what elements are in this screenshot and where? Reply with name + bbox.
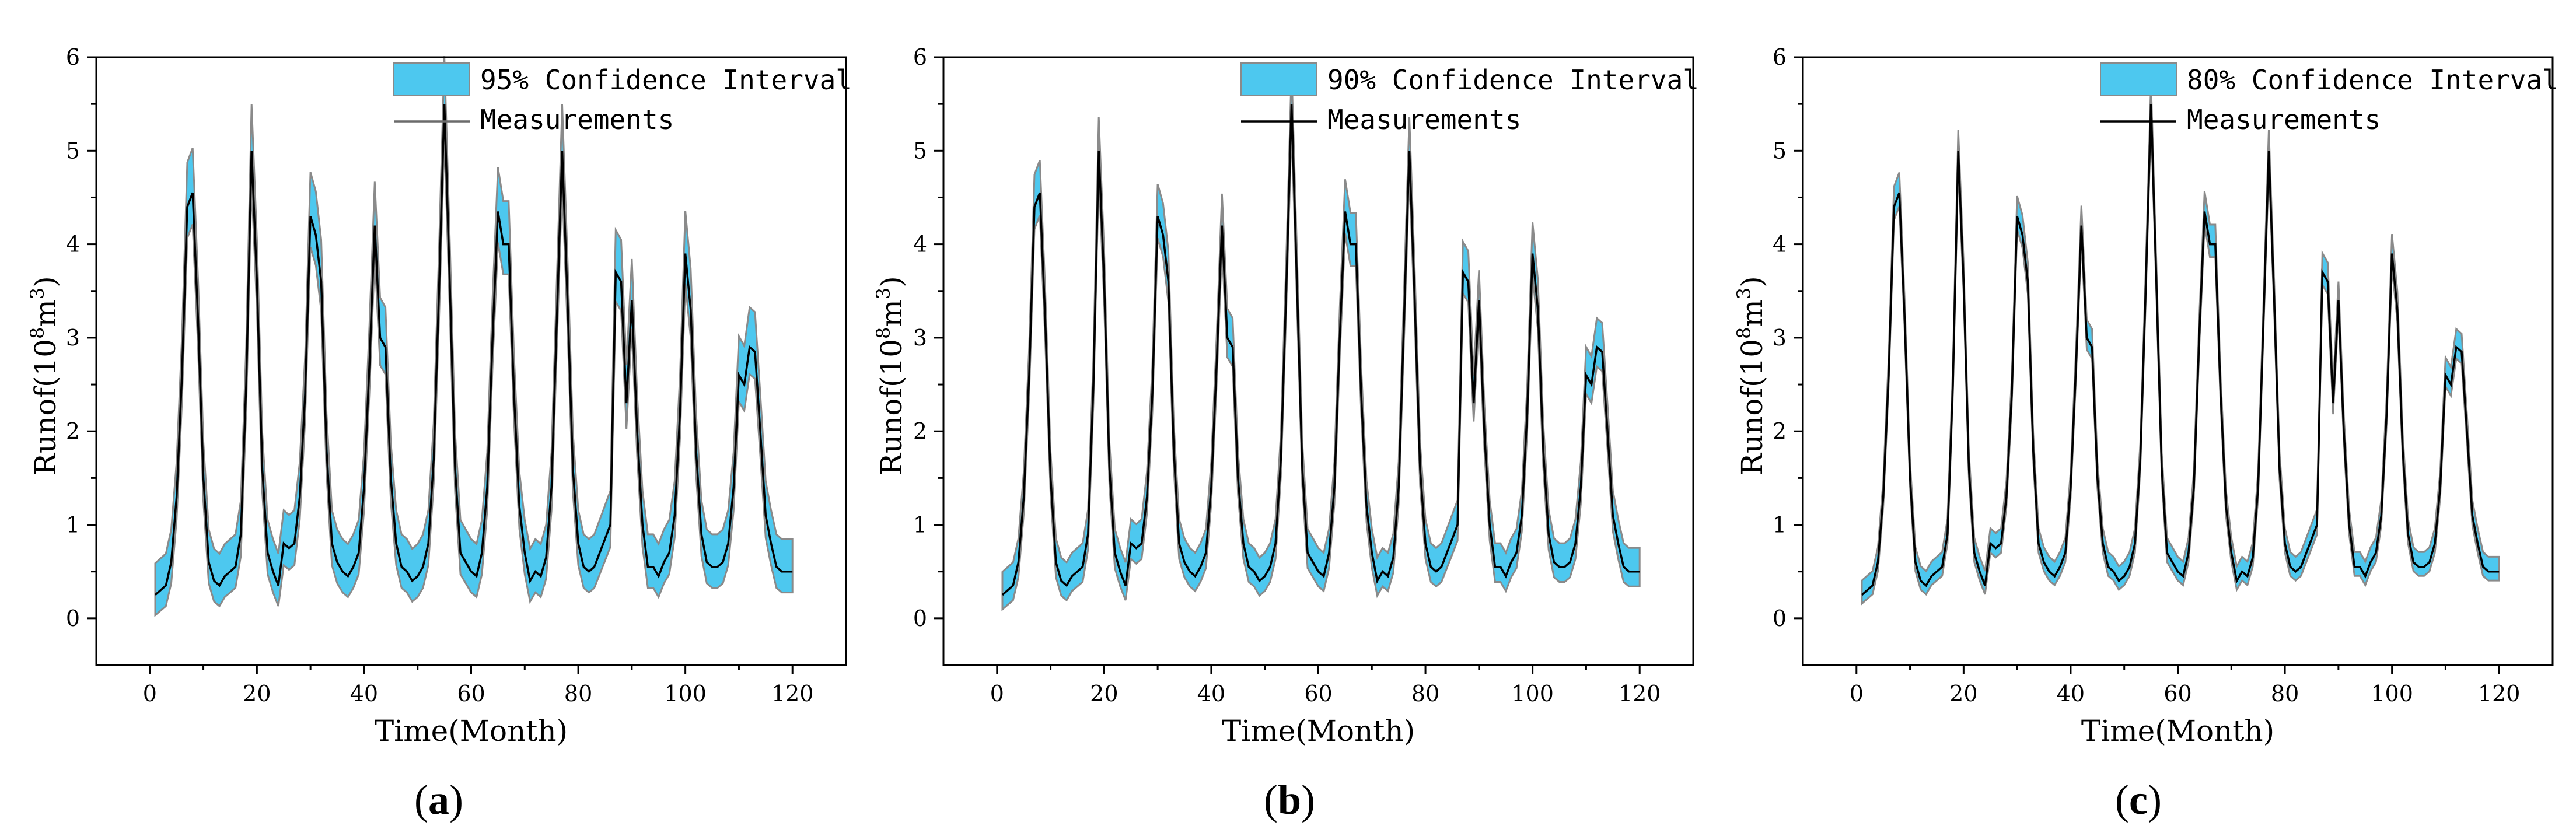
y-axis-label: Runof(108m3) — [26, 276, 62, 475]
y-tick-label: 5 — [913, 138, 927, 163]
x-tick-label: 120 — [1619, 681, 1661, 706]
panel-label: (b) — [1264, 776, 1315, 823]
y-tick-label: 4 — [1773, 232, 1787, 257]
x-tick-label: 40 — [350, 681, 378, 706]
measurements-line — [1001, 104, 1640, 596]
x-tick-label: 0 — [1850, 681, 1864, 706]
legend-band-swatch — [1240, 62, 1317, 96]
confidence-band — [1001, 69, 1641, 611]
x-tick-label: 40 — [1197, 681, 1225, 706]
y-tick-label: 1 — [66, 512, 80, 538]
x-tick-label: 100 — [664, 681, 707, 706]
y-tick-label: 2 — [66, 418, 80, 444]
y-axis-label: Runof(108m3) — [872, 276, 908, 475]
legend-band-swatch — [393, 62, 470, 96]
x-tick-label: 60 — [457, 681, 485, 706]
x-tick-label: 60 — [2163, 681, 2191, 706]
y-tick-label: 1 — [913, 512, 927, 538]
x-tick-label: 80 — [1411, 681, 1439, 706]
y-tick-label: 3 — [66, 325, 80, 351]
x-tick-label: 0 — [143, 681, 157, 706]
y-tick-label: 2 — [913, 418, 927, 444]
y-axis-label: Runof(108m3) — [1733, 276, 1769, 475]
x-axis-label: Time(Month) — [2081, 714, 2274, 748]
y-tick-label: 5 — [1773, 138, 1787, 163]
confidence-band — [154, 56, 794, 617]
y-tick-label: 0 — [913, 606, 927, 631]
x-tick-label: 100 — [1511, 681, 1554, 706]
x-axis-label: Time(Month) — [375, 714, 568, 748]
x-tick-label: 120 — [2478, 681, 2521, 706]
legend-line-label: Measurements — [2187, 104, 2381, 135]
panel-a: 0 20 40 60 80 100 120 0 1 2 3 4 5 6 Time(Month) Runof(1… — [26, 44, 852, 823]
y-tick-label: 0 — [1773, 606, 1787, 631]
y-tick-label: 6 — [913, 44, 927, 70]
panel-label: (a) — [414, 776, 463, 823]
x-tick-label: 80 — [564, 681, 592, 706]
x-axis-label: Time(Month) — [1222, 714, 1415, 748]
legend-line-label: Measurements — [1327, 104, 1521, 135]
legend-band-label: 95% Confidence Interval — [480, 64, 852, 96]
x-tick-label: 100 — [2371, 681, 2413, 706]
panel-label: (c) — [2115, 776, 2162, 823]
y-tick-label: 0 — [66, 606, 80, 631]
y-tick-label: 2 — [1773, 418, 1787, 444]
measurements-line — [154, 104, 793, 596]
measurements-line — [1861, 104, 2500, 596]
x-tick-label: 60 — [1304, 681, 1332, 706]
y-tick-label: 6 — [66, 44, 80, 70]
y-tick-label: 4 — [913, 232, 927, 257]
y-tick-label: 5 — [66, 138, 80, 163]
x-tick-label: 20 — [1090, 681, 1118, 706]
legend-band-swatch — [2100, 62, 2177, 96]
legend-band-label: 90% Confidence Interval — [1327, 64, 1699, 96]
x-tick-label: 20 — [243, 681, 271, 706]
panel-b: 0 20 40 60 80 100 120 0 1 2 3 4 5 6 Time(Month) Runof(1… — [872, 44, 1699, 823]
y-tick-label: 1 — [1773, 512, 1787, 538]
legend-line-label: Measurements — [480, 104, 674, 135]
x-tick-label: 120 — [771, 681, 814, 706]
y-tick-label: 3 — [913, 325, 927, 351]
y-tick-label: 6 — [1773, 44, 1787, 70]
legend-band-label: 80% Confidence Interval — [2187, 64, 2558, 96]
x-tick-label: 80 — [2271, 681, 2299, 706]
y-tick-label: 4 — [66, 232, 80, 257]
x-tick-label: 20 — [1949, 681, 1977, 706]
panel-c: 0 20 40 60 80 100 120 0 1 2 3 4 5 6 Time(Month) Runof(1… — [1733, 44, 2558, 823]
y-tick-label: 3 — [1773, 325, 1787, 351]
x-tick-label: 40 — [2057, 681, 2085, 706]
x-tick-label: 0 — [990, 681, 1004, 706]
